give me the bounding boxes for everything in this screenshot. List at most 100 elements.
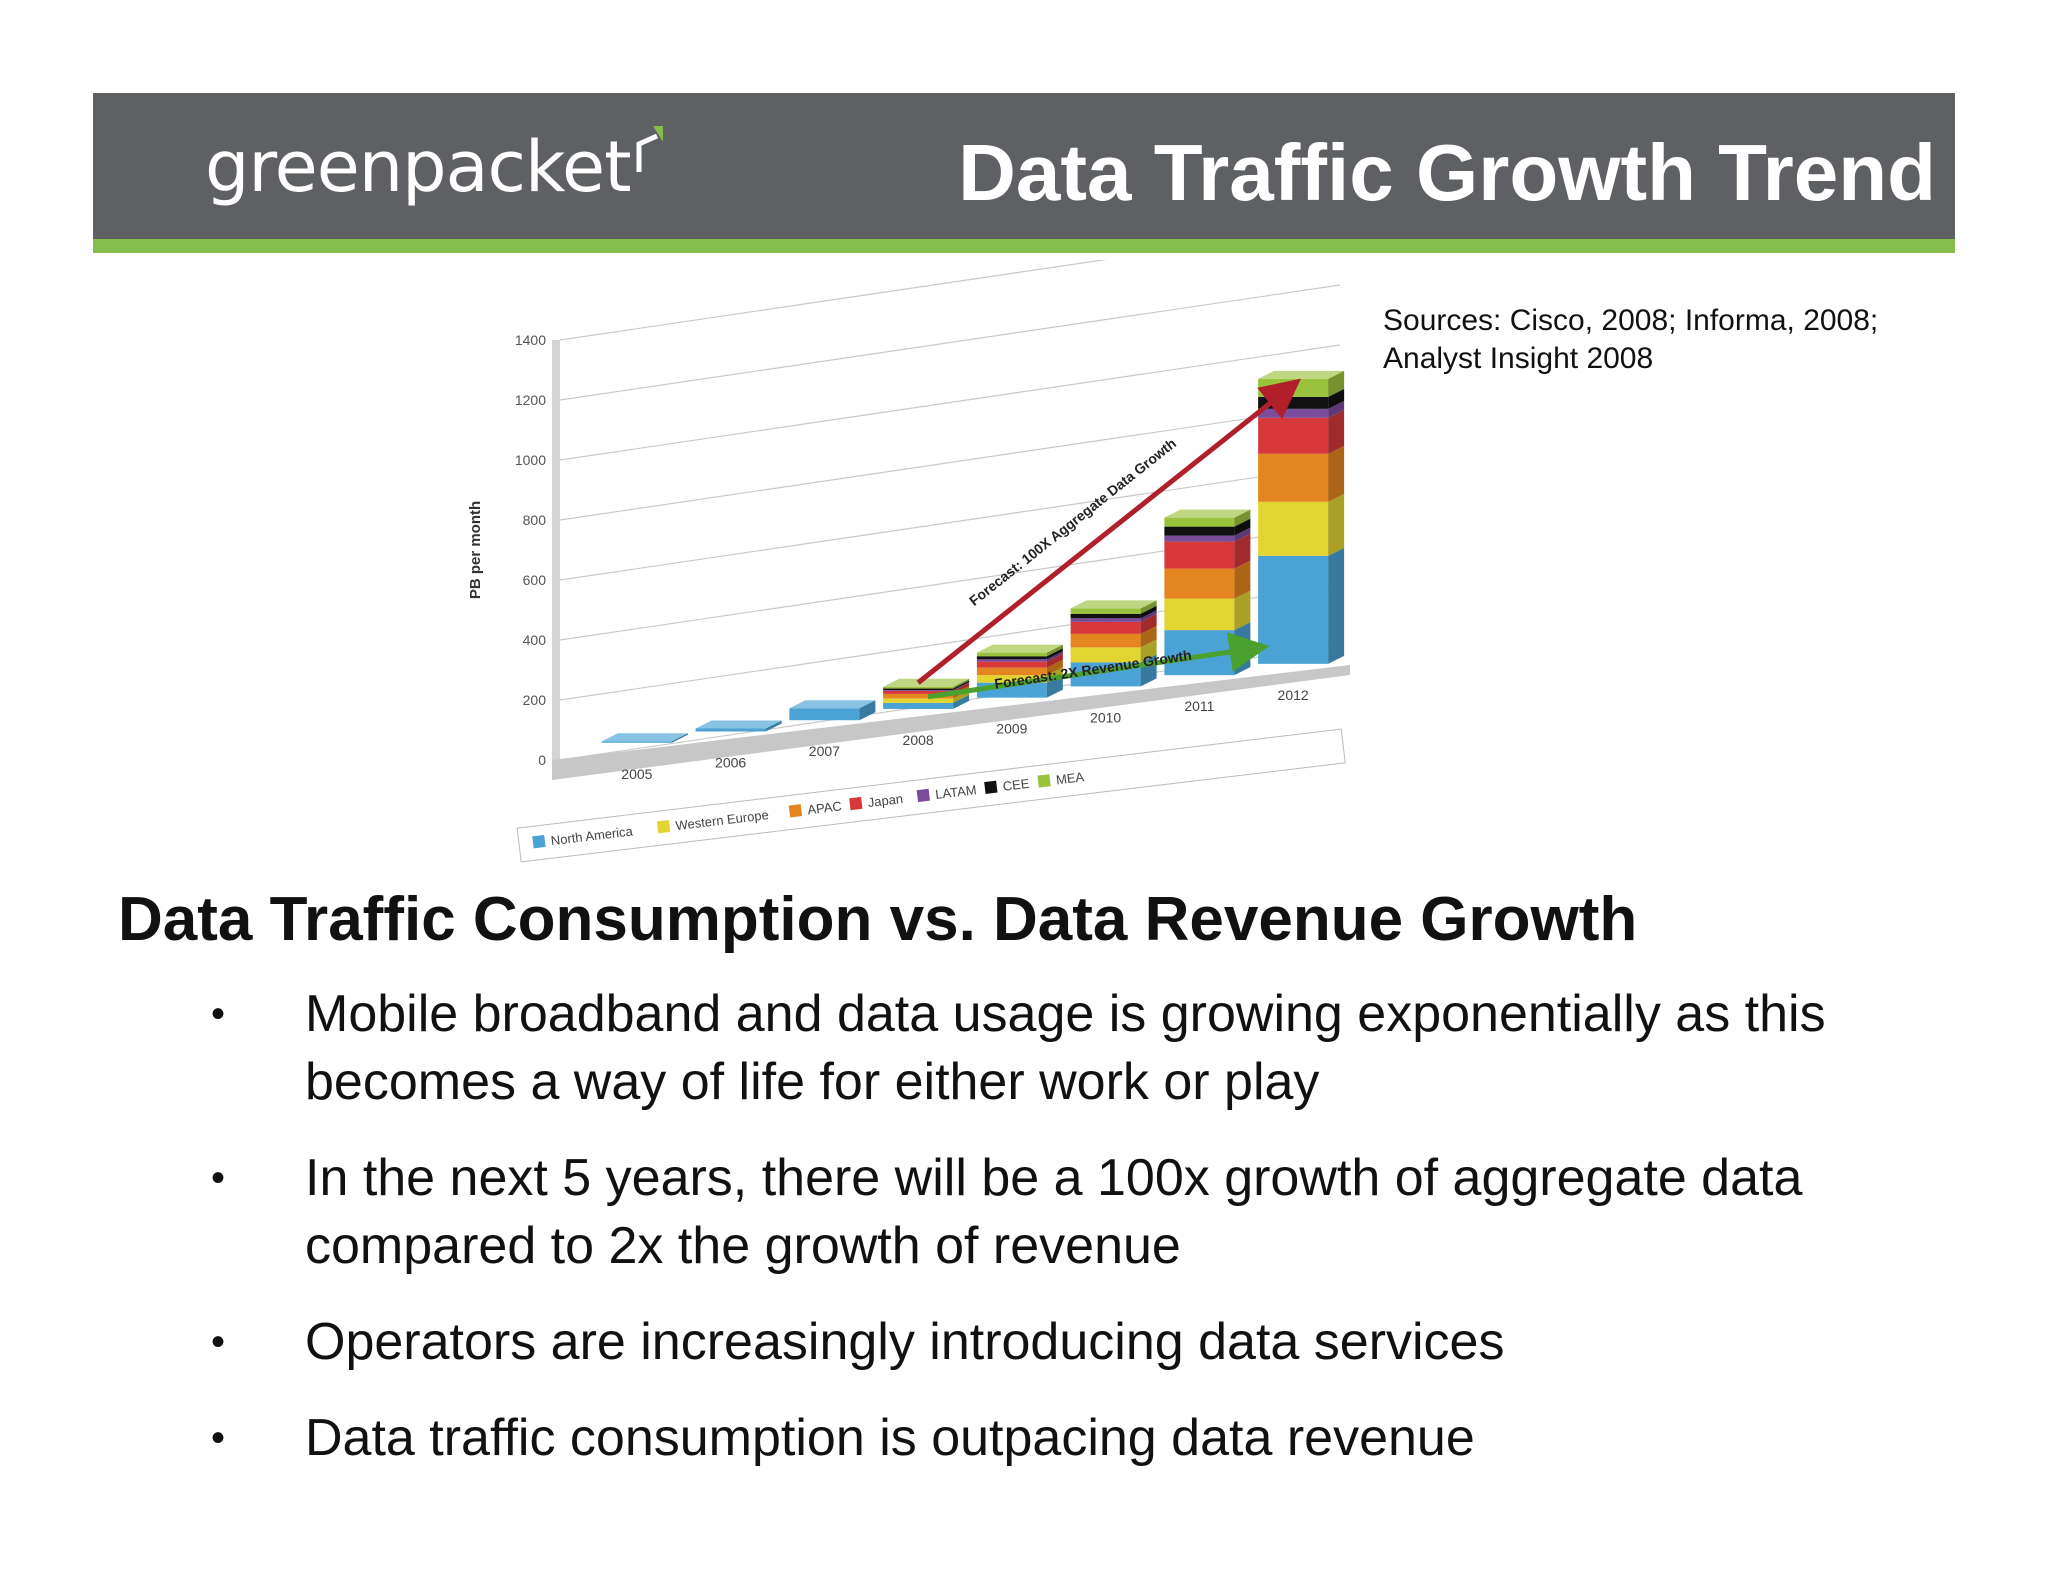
greenpacket-logo: greenpacket	[205, 122, 665, 222]
y-tick-label: 0	[538, 752, 546, 768]
bar-segment-side	[1046, 659, 1063, 676]
bar-segment	[976, 667, 1047, 676]
bar-segment	[1258, 501, 1329, 556]
legend-label: MEA	[1055, 769, 1085, 787]
bar-segment-side	[1234, 518, 1251, 536]
chart-floor	[552, 665, 1350, 780]
y-tick-label: 1400	[515, 332, 546, 348]
gridline	[559, 260, 1107, 341]
bar-segment-side	[1046, 674, 1063, 698]
x-tick-label: 2009	[996, 721, 1027, 737]
forecast-data-arrow	[916, 378, 1301, 685]
gridline	[559, 404, 1341, 521]
x-tick-label: 2007	[809, 743, 840, 759]
bar-segment-side	[765, 720, 782, 732]
bullet-dot-icon: •	[211, 1320, 226, 1364]
bar-segment	[1070, 621, 1141, 634]
bullet-text: Mobile broadband and data usage is growi…	[305, 985, 1826, 1111]
gridline	[559, 344, 1341, 461]
x-tick-label: 2006	[715, 754, 746, 770]
bar-top	[789, 700, 876, 709]
bar-segment-side	[1046, 648, 1063, 660]
bar-segment-side	[1328, 370, 1345, 397]
y-axis-wall	[552, 340, 560, 760]
bar-segment	[883, 688, 954, 691]
bar-segment	[976, 659, 1047, 662]
bar-segment-side	[1234, 527, 1251, 542]
bullet-dot-icon: •	[211, 1156, 226, 1200]
bar-segment-side	[1140, 610, 1157, 622]
bullet-item: • In the next 5 years, there will be a 10…	[195, 1144, 1915, 1280]
section-heading: Data Traffic Consumption vs. Data Revenu…	[118, 885, 1638, 954]
header-banner	[93, 93, 1955, 239]
legend-swatch	[656, 820, 671, 834]
legend-label: Japan	[867, 791, 904, 810]
gridline	[559, 464, 1341, 581]
logo-bracket-icon	[636, 126, 663, 172]
bar-segment-side	[1140, 605, 1157, 619]
bar-segment	[883, 690, 954, 691]
sources-note: Sources: Cisco, 2008; Informa, 2008; Ana…	[1383, 304, 1879, 375]
bar-segment-side	[953, 694, 970, 709]
bar-segment	[883, 690, 954, 694]
bar-top	[976, 644, 1063, 653]
bullet-list: • Mobile broadband and data usage is grow…	[195, 980, 1915, 1500]
bar-top	[601, 733, 688, 742]
y-tick-label: 200	[523, 692, 547, 708]
y-tick-label: 400	[523, 632, 547, 648]
bullet-dot-icon: •	[211, 1416, 226, 1460]
legend-swatch	[916, 788, 931, 803]
bar-segment-side	[1234, 560, 1251, 599]
bar-segment-side	[1328, 493, 1345, 556]
bar-segment-side	[1328, 409, 1345, 454]
bar-segment	[1164, 541, 1235, 569]
y-tick-label: 600	[523, 572, 547, 588]
bar-segment	[1070, 613, 1141, 619]
legend-swatch	[849, 796, 863, 811]
bar-segment	[976, 656, 1047, 660]
bar-top	[883, 678, 970, 687]
page-title: Data Traffic Growth Trend	[958, 128, 1936, 217]
legend-label: CEE	[1002, 776, 1031, 794]
x-tick-label: 2010	[1090, 709, 1121, 725]
bar-segment	[1258, 453, 1329, 502]
legend-swatch	[984, 780, 998, 794]
bar-segment	[1070, 633, 1141, 648]
legend-swatch	[1037, 774, 1051, 788]
bar-segment	[601, 741, 672, 743]
bullet-item: • Mobile broadband and data usage is grow…	[195, 980, 1915, 1116]
bar-segment	[1258, 417, 1329, 454]
bar-segment-side	[1046, 651, 1063, 662]
legend-swatch	[788, 804, 803, 818]
bar-top	[1070, 600, 1157, 609]
bar-segment-side	[953, 678, 970, 689]
bar-segment-side	[1234, 533, 1251, 569]
bar-segment-side	[953, 680, 970, 691]
y-tick-label: 800	[523, 512, 547, 528]
bar-top	[695, 720, 782, 729]
bar-segment-side	[1328, 547, 1345, 664]
legend-box	[516, 728, 1346, 863]
logo-text: greenpacket	[205, 126, 632, 208]
bar-segment	[1164, 598, 1235, 631]
forecast-data-label: Forecast: 100X Aggregate Data Growth	[966, 435, 1179, 609]
bar-segment	[1258, 555, 1329, 664]
legend-label: LATAM	[934, 782, 977, 802]
bar-segment-side	[1234, 590, 1251, 631]
bar-segment	[1258, 408, 1329, 418]
bar-segment	[883, 702, 954, 709]
bullet-item: • Operators are increasingly introducing …	[195, 1308, 1915, 1376]
bar-segment-side	[1140, 625, 1157, 648]
legend-label: APAC	[807, 798, 843, 817]
bar-segment-side	[953, 682, 970, 691]
bar-segment	[1164, 526, 1235, 536]
bar-segment	[976, 661, 1047, 668]
x-tick-label: 2012	[1278, 687, 1309, 703]
x-tick-label: 2005	[621, 766, 652, 782]
bullet-item: • Data traffic consumption is outpacing d…	[195, 1404, 1915, 1472]
bar-segment	[1164, 517, 1235, 527]
bar-segment	[976, 675, 1047, 683]
bullet-text: In the next 5 years, there will be a 100…	[305, 1149, 1803, 1275]
data-traffic-chart: 0 200 400 600 800 1000 1200 1400 PB per month 200…	[467, 260, 1350, 863]
bullet-dot-icon: •	[211, 992, 226, 1036]
